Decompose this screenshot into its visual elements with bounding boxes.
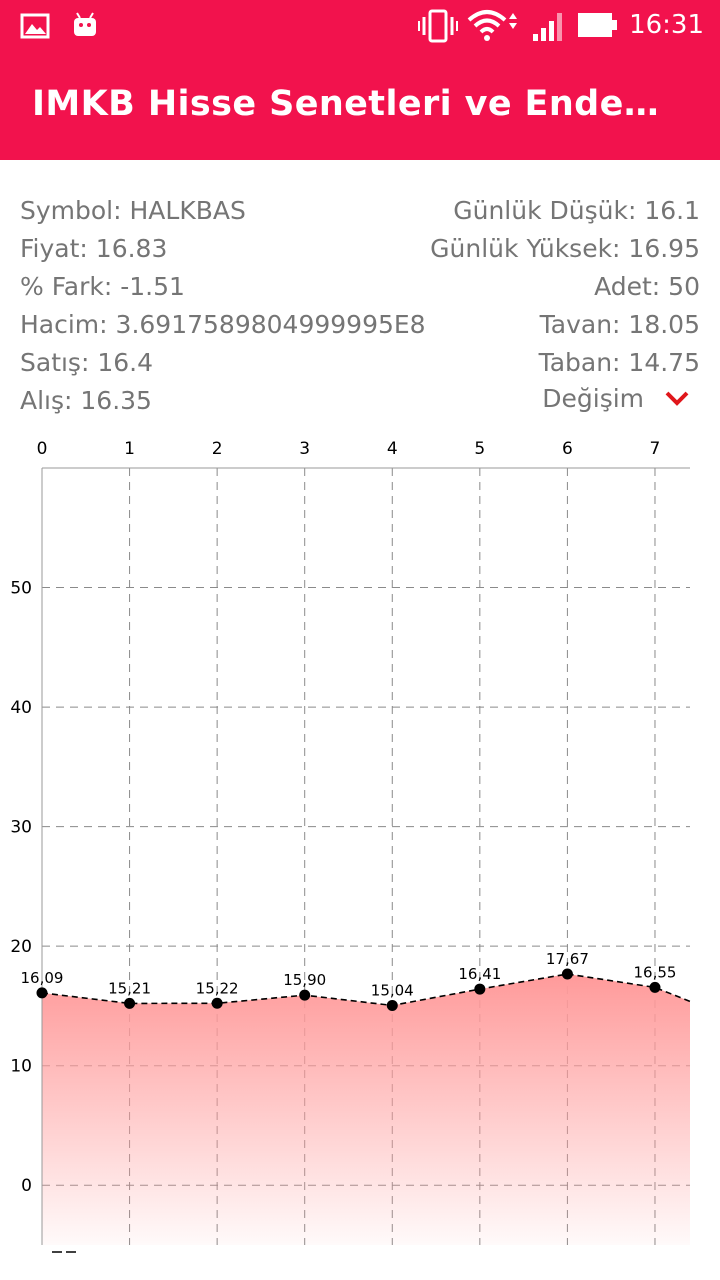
app-bar: IMKB Hisse Senetleri ve Endeksl…: [0, 52, 720, 160]
data-point-label: 16,55: [633, 963, 676, 981]
y-tick-label: 40: [10, 698, 32, 718]
y-tick-label: 30: [10, 818, 32, 838]
buy-label: Alış: 16.35: [20, 386, 152, 415]
gallery-icon: [20, 13, 50, 39]
y-tick-label: 20: [10, 937, 32, 957]
symbol-label: Symbol: HALKBAS: [20, 196, 246, 225]
change-dropdown-label: Değişim: [542, 383, 645, 413]
data-point: [474, 983, 486, 995]
data-point-label: 16,09: [21, 969, 64, 987]
status-time: 16:31: [629, 10, 704, 40]
x-tick-label: 1: [124, 439, 135, 459]
floor-label: Taban: 14.75: [538, 348, 700, 377]
labels-layer: 16,09 15,21 15,22 15,90 15,04 16,41 17,67 16,55: [21, 950, 677, 999]
x-tick-label: 2: [212, 439, 223, 459]
x-tick-label: 0: [37, 439, 48, 459]
data-point: [124, 997, 136, 1009]
change-dropdown[interactable]: Değişim: [542, 382, 690, 420]
wifi-icon: [467, 10, 517, 41]
data-point-label: 15,22: [196, 979, 239, 997]
x-tick-label: 4: [387, 439, 398, 459]
price-label: Fiyat: 16.83: [20, 234, 168, 263]
data-point-label: 16,41: [458, 965, 501, 983]
day-low-label: Günlük Düşük: 16.1: [453, 196, 700, 225]
count-label: Adet: 50: [594, 272, 700, 301]
ceiling-label: Tavan: 18.05: [539, 310, 700, 339]
data-point: [649, 981, 661, 993]
price-chart: 0 1 2 3 4 5 6 7 0 10 20 30 40 50 16,09 15,21 15,22 15,90…: [10, 439, 691, 1253]
battery-icon: [578, 13, 617, 37]
axis-layer: 0 1 2 3 4 5 6 7 0 10 20 30 40 50: [10, 439, 690, 1245]
sell-label: Satış: 16.4: [20, 348, 153, 377]
percent-diff-label: % Fark: -1.51: [20, 272, 185, 301]
x-tick-label: 5: [474, 439, 485, 459]
x-tick-label: 3: [299, 439, 310, 459]
data-point: [211, 997, 223, 1009]
day-high-label: Günlük Yüksek: 16.95: [430, 234, 700, 263]
x-tick-label: 6: [562, 439, 573, 459]
area-layer: [42, 974, 690, 1245]
data-point-label: 15,21: [108, 979, 151, 997]
y-tick-label: 50: [10, 579, 32, 599]
y-tick-label: 10: [10, 1057, 32, 1077]
vibrate-icon: [418, 9, 458, 43]
series-area: [42, 974, 690, 1245]
data-point: [36, 987, 48, 999]
data-point-label: 17,67: [546, 950, 589, 968]
y-tick-label: 0: [21, 1176, 32, 1196]
signal-icon: [533, 13, 562, 41]
data-point-label: 15,04: [371, 981, 414, 999]
data-point: [299, 989, 311, 1001]
data-point-label: 15,90: [283, 971, 326, 989]
data-point: [386, 999, 398, 1011]
data-point: [561, 968, 573, 980]
chevron-down-icon: [665, 391, 689, 406]
x-tick-label: 7: [650, 439, 661, 459]
volume-label: Hacim: 3.6917589804999995E8: [20, 310, 426, 339]
points-layer: [36, 968, 661, 1011]
app-title: IMKB Hisse Senetleri ve Endeksl…: [32, 84, 682, 124]
status-bar: 16:31: [0, 0, 720, 52]
android-icon: [74, 12, 96, 36]
